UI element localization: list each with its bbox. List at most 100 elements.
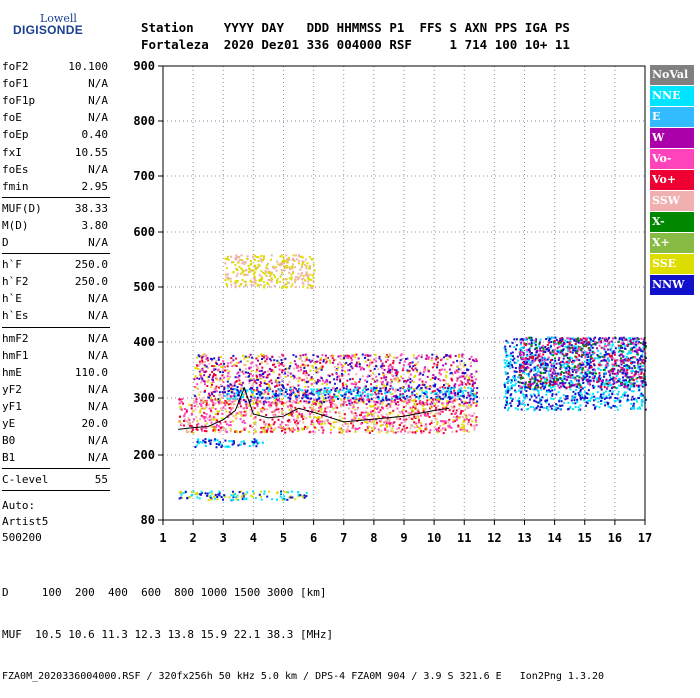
echo-point	[610, 347, 612, 349]
echo-point	[280, 496, 282, 498]
echo-point	[373, 387, 375, 389]
echo-point	[574, 402, 576, 404]
echo-point	[343, 355, 345, 357]
echo-point	[367, 388, 369, 390]
echo-point	[556, 353, 558, 355]
echo-point	[283, 394, 285, 396]
echo-point	[537, 357, 539, 359]
echo-point	[376, 401, 378, 403]
echo-point	[619, 405, 621, 407]
echo-point	[200, 373, 202, 375]
echo-point	[549, 338, 551, 340]
echo-point	[289, 398, 291, 400]
echo-point	[505, 390, 507, 392]
echo-point	[442, 394, 444, 396]
echo-point	[301, 415, 303, 417]
echo-point	[553, 378, 555, 380]
echo-point	[243, 364, 245, 366]
echo-point	[289, 394, 291, 396]
echo-point	[252, 496, 254, 498]
echo-point	[279, 369, 281, 371]
echo-point	[584, 338, 586, 340]
echo-point	[351, 354, 353, 356]
echo-point	[344, 397, 346, 399]
echo-point	[571, 384, 573, 386]
echo-point	[420, 373, 422, 375]
echo-point	[255, 497, 257, 499]
echo-point	[507, 342, 509, 344]
echo-point	[414, 426, 416, 428]
echo-point	[553, 373, 555, 375]
echo-point	[215, 408, 217, 410]
echo-point	[345, 384, 347, 386]
echo-point	[561, 350, 563, 352]
echo-point	[256, 371, 258, 373]
echo-point	[356, 365, 358, 367]
echo-point	[303, 370, 305, 372]
echo-point	[240, 400, 242, 402]
echo-point	[267, 397, 269, 399]
echo-point	[376, 387, 378, 389]
echo-point	[536, 347, 538, 349]
echo-point	[296, 411, 298, 413]
echo-point	[293, 354, 295, 356]
echo-point	[396, 357, 398, 359]
echo-point	[339, 427, 341, 429]
echo-point	[371, 398, 373, 400]
echo-point	[599, 375, 601, 377]
echo-point	[424, 367, 426, 369]
echo-point	[233, 364, 235, 366]
echo-point	[314, 431, 316, 433]
echo-point	[386, 384, 388, 386]
echo-point	[188, 417, 190, 419]
echo-point	[418, 427, 420, 429]
echo-point	[253, 379, 255, 381]
echo-point	[603, 393, 605, 395]
echo-point	[553, 362, 555, 364]
echo-point	[385, 379, 387, 381]
echo-point	[596, 381, 598, 383]
echo-point	[518, 397, 520, 399]
echo-point	[594, 369, 596, 371]
echo-point	[294, 498, 296, 500]
echo-point	[393, 357, 395, 359]
echo-point	[201, 402, 203, 404]
echo-point	[348, 400, 350, 402]
echo-point	[449, 409, 451, 411]
echo-point	[467, 387, 469, 389]
echo-point	[216, 379, 218, 381]
echo-point	[393, 432, 395, 434]
echo-point	[468, 377, 470, 379]
echo-point	[388, 403, 390, 405]
echo-point	[461, 384, 463, 386]
echo-point	[402, 377, 404, 379]
echo-point	[366, 381, 368, 383]
echo-point	[463, 401, 465, 403]
echo-point	[297, 491, 299, 493]
echo-point	[630, 370, 632, 372]
echo-point	[445, 363, 447, 365]
echo-point	[562, 380, 564, 382]
echo-point	[469, 358, 471, 360]
echo-point	[262, 397, 264, 399]
echo-point	[580, 397, 582, 399]
echo-point	[266, 383, 268, 385]
echo-point	[353, 389, 355, 391]
echo-point	[260, 381, 262, 383]
echo-point	[403, 364, 405, 366]
echo-point	[259, 378, 261, 380]
echo-point	[208, 499, 210, 501]
echo-point	[389, 425, 391, 427]
echo-point	[410, 374, 412, 376]
echo-point	[304, 426, 306, 428]
echo-point	[263, 493, 265, 495]
echo-point	[614, 360, 616, 362]
echo-point	[218, 401, 220, 403]
echo-point	[192, 410, 194, 412]
echo-point	[265, 355, 267, 357]
echo-point	[521, 386, 523, 388]
echo-point	[299, 420, 301, 422]
echo-point	[332, 399, 334, 401]
echo-point	[587, 354, 589, 356]
echo-point	[252, 491, 254, 493]
